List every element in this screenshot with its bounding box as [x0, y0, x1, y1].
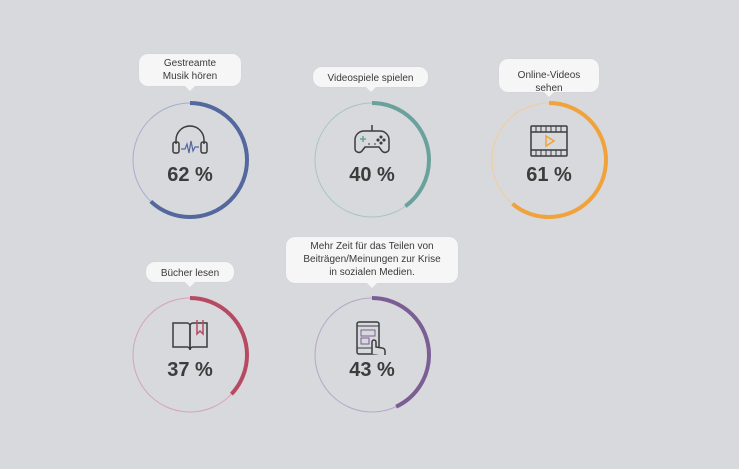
progress-arc — [313, 101, 431, 219]
stat-music: 62 % — [125, 95, 255, 225]
progress-ring — [313, 101, 431, 219]
label-bubble-music: Gestreamte Musik hören — [139, 54, 241, 91]
label-bubble-videogames: Videospiele spielen — [313, 67, 428, 92]
percentage-value: 40 % — [349, 164, 395, 186]
film-play-icon — [530, 125, 568, 157]
progress-ring — [131, 296, 249, 414]
percentage-value: 37 % — [167, 359, 213, 381]
phone-touch-icon — [356, 321, 386, 355]
stat-online-videos: 61 % — [484, 95, 614, 225]
label-bubble-online-videos: Online-Videos sehen — [499, 59, 599, 97]
label-bubble-social-media: Mehr Zeit für das Teilen von Beiträgen/M… — [286, 237, 458, 288]
book-icon — [172, 320, 208, 351]
progress-arc — [490, 101, 608, 219]
progress-arc — [313, 296, 431, 414]
progress-arc — [131, 296, 249, 414]
progress-ring — [490, 101, 608, 219]
stat-videogames: 40 % — [307, 95, 437, 225]
progress-ring — [313, 296, 431, 414]
progress-arc — [131, 101, 249, 219]
label-bubble-books: Bücher lesen — [146, 262, 234, 287]
progress-ring — [131, 101, 249, 219]
percentage-value: 62 % — [167, 164, 213, 186]
stat-social-media: 43 % — [307, 290, 437, 420]
headphones-icon — [172, 125, 208, 154]
gamepad-icon — [354, 125, 390, 154]
stat-books: 37 % — [125, 290, 255, 420]
percentage-value: 61 % — [526, 164, 572, 186]
percentage-value: 43 % — [349, 359, 395, 381]
